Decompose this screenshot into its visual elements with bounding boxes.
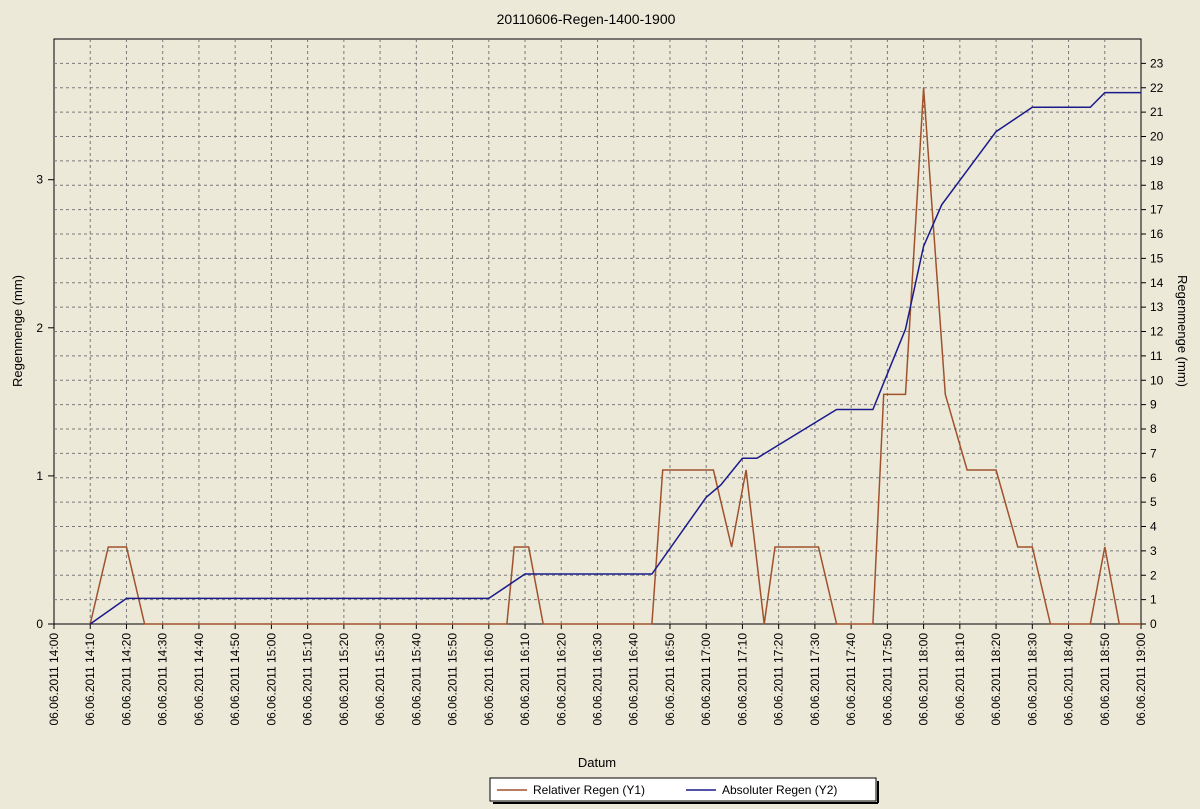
series-line-absoluter-regen: [89, 91, 1141, 625]
y-right-tick-label: 7: [1150, 446, 1157, 460]
x-tick-label: 06.06.2011 17:00: [699, 633, 713, 726]
x-tick-label: 06.06.2011 18:50: [1098, 633, 1112, 726]
y-right-tick-label: 4: [1150, 520, 1157, 534]
x-tick-label: 06.06.2011 15:20: [337, 633, 351, 726]
x-tick-label: 06.06.2011 15:10: [301, 633, 315, 726]
y-left-tick-label: 2: [36, 321, 43, 335]
y-right-tick-label: 10: [1150, 373, 1164, 387]
x-tick-label: 06.06.2011 16:10: [518, 633, 532, 726]
y-left-tick-label: 0: [36, 617, 43, 631]
y-left-tick-label: 1: [36, 469, 43, 483]
x-tick-label: 06.06.2011 14:10: [83, 633, 97, 726]
y-right-tick-label: 15: [1150, 251, 1164, 265]
y-right-tick-label: 1: [1150, 593, 1157, 607]
x-tick-label: 06.06.2011 15:50: [446, 633, 460, 726]
y-right-tick-label: 16: [1150, 227, 1164, 241]
y-right-tick-label: 9: [1150, 398, 1157, 412]
x-tick-label: 06.06.2011 18:00: [917, 633, 931, 726]
y-right-tick-label: 5: [1150, 495, 1157, 509]
x-tick-label: 06.06.2011 19:00: [1134, 633, 1148, 726]
y-right-tick-label: 0: [1150, 617, 1157, 631]
y-right-tick-label: 8: [1150, 422, 1157, 436]
y-left-axis: 0 1 2 3: [36, 173, 54, 631]
series-layer: [89, 87, 1141, 625]
legend-box: [489, 777, 877, 802]
y-left-tick-label: 3: [36, 173, 43, 187]
y-right-tick-label: 18: [1150, 178, 1164, 192]
x-axis: 06.06.2011 14:00 06.06.2011 14:10 06.06.20…: [47, 624, 1148, 726]
x-tick-label: 06.06.2011 16:00: [482, 633, 496, 726]
y-right-axis-title: Regenmenge (mm): [1175, 275, 1190, 387]
x-tick-label: 06.06.2011 16:20: [554, 633, 568, 726]
y-right-tick-label: 2: [1150, 568, 1157, 582]
x-tick-label: 06.06.2011 16:40: [627, 633, 641, 726]
y-right-tick-label: 21: [1150, 105, 1164, 119]
y-right-tick-label: 14: [1150, 276, 1164, 290]
legend-label-relativer: Relativer Regen (Y1): [533, 783, 645, 797]
x-tick-label: 06.06.2011 18:40: [1062, 633, 1076, 726]
x-tick-label: 06.06.2011 14:50: [228, 633, 242, 726]
x-tick-label: 06.06.2011 14:40: [192, 633, 206, 726]
y-right-tick-label: 11: [1150, 349, 1163, 363]
y-right-tick-label: 23: [1150, 56, 1164, 70]
y-right-tick-label: 3: [1150, 544, 1157, 558]
y-right-tick-label: 20: [1150, 130, 1164, 144]
x-tick-label: 06.06.2011 17:50: [880, 633, 894, 726]
x-tick-label: 06.06.2011 15:00: [264, 633, 278, 726]
x-tick-label: 06.06.2011 14:20: [119, 633, 133, 726]
x-tick-label: 06.06.2011 17:40: [844, 633, 858, 726]
y-right-tick-label: 19: [1150, 154, 1164, 168]
x-tick-label: 06.06.2011 14:00: [47, 633, 61, 726]
x-axis-title: Datum: [578, 755, 616, 770]
y-right-tick-label: 13: [1150, 300, 1164, 314]
y-right-tick-label: 12: [1150, 325, 1164, 339]
x-tick-label: 06.06.2011 18:10: [953, 633, 967, 726]
y-right-tick-label: 22: [1150, 81, 1164, 95]
y-right-tick-label: 6: [1150, 471, 1157, 485]
x-tick-label: 06.06.2011 18:20: [989, 633, 1003, 726]
x-tick-label: 06.06.2011 17:10: [735, 633, 749, 726]
y-left-axis-title: Regenmenge (mm): [10, 275, 25, 387]
x-tick-label: 06.06.2011 14:30: [156, 633, 170, 726]
x-tick-label: 06.06.2011 16:30: [591, 633, 605, 726]
chart-title: 20110606-Regen-1400-1900: [497, 11, 676, 27]
legend: Relativer Regen (Y1) Absoluter Regen (Y2…: [489, 777, 879, 804]
x-tick-label: 06.06.2011 16:50: [663, 633, 677, 726]
gridlines: [54, 39, 1141, 624]
x-tick-label: 06.06.2011 15:30: [373, 633, 387, 726]
x-tick-label: 06.06.2011 18:30: [1025, 633, 1039, 726]
x-tick-label: 06.06.2011 15:40: [409, 633, 423, 726]
y-right-tick-label: 17: [1150, 203, 1164, 217]
x-tick-label: 06.06.2011 17:20: [772, 633, 786, 726]
series-line-relativer-regen: [89, 87, 1141, 625]
x-tick-label: 06.06.2011 17:30: [808, 633, 822, 726]
legend-label-absoluter: Absoluter Regen (Y2): [722, 783, 837, 797]
